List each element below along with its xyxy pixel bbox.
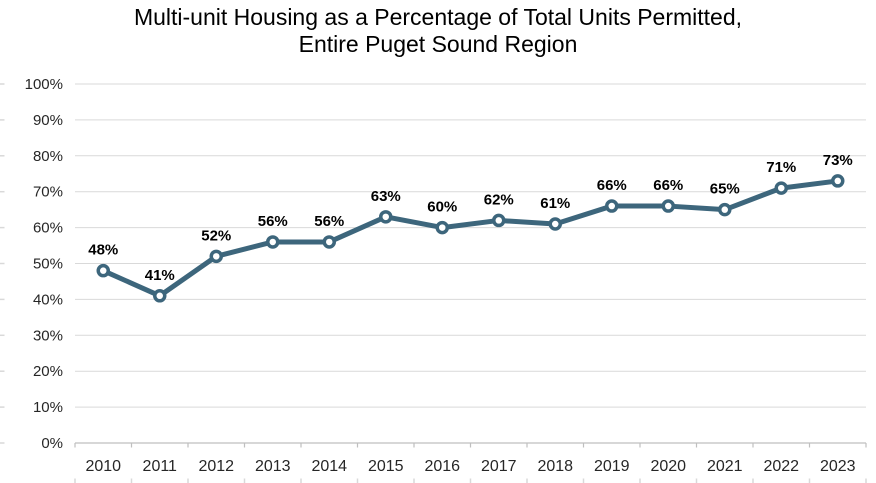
data-point [718,202,732,217]
data-label: 56% [258,213,288,230]
data-label: 48% [88,242,118,259]
data-point [661,199,675,213]
data-point [322,235,336,249]
x-tick-label: 2022 [763,458,799,475]
x-tick-label: 2011 [143,458,178,475]
x-tick-label: 2015 [368,458,404,475]
data-label: 60% [427,199,457,216]
x-tick-label: 2013 [255,458,291,475]
data-label: 65% [710,181,740,198]
chart-title-line1: Multi-unit Housing as a Percentage of To… [133,4,743,30]
x-tick-label: 2014 [311,458,347,475]
x-tick-label: 2021 [707,458,743,475]
data-point [96,263,110,278]
y-tick-label: 90% [33,112,63,129]
data-point [153,289,167,303]
data-label: 61% [540,195,570,212]
data-point [548,217,562,231]
y-tick-label: 30% [33,327,63,344]
data-label: 73% [823,152,853,169]
x-tick-label: 2012 [198,458,234,475]
data-point [266,235,280,249]
data-point [774,181,788,195]
data-point [209,249,223,264]
y-tick-label: 40% [33,291,63,308]
y-tick-label: 80% [33,148,63,165]
data-label: 63% [371,188,401,205]
data-label: 71% [766,159,796,176]
x-tick-label: 2016 [424,458,460,475]
y-tick-label: 100% [25,76,63,93]
x-tick-label: 2023 [820,458,856,475]
y-tick-label: 0% [41,435,63,452]
x-tick-label: 2010 [85,458,121,475]
y-tick-label: 50% [33,256,63,273]
chart-title-line2: Entire Puget Sound Region [298,31,578,57]
data-point [435,220,449,235]
data-point [492,213,506,228]
data-label: 52% [201,227,231,244]
data-label: 62% [484,191,514,208]
data-point [605,199,619,213]
y-tick-label: 20% [33,363,63,380]
y-tick-label: 10% [33,399,63,416]
x-tick-label: 2019 [594,458,630,475]
y-tick-label: 70% [33,184,63,201]
data-point [831,174,845,188]
series-line [100,178,841,299]
data-point [379,210,393,224]
data-label: 56% [314,213,344,230]
chart-title: Multi-unit Housing as a Percentage of To… [0,4,876,58]
data-label: 66% [653,177,683,194]
y-tick-label: 60% [33,220,63,237]
data-label: 41% [145,267,175,284]
x-tick-label: 2017 [481,458,517,475]
x-tick-label: 2018 [537,458,573,475]
x-tick-label: 2020 [650,458,686,475]
data-label: 66% [597,177,627,194]
